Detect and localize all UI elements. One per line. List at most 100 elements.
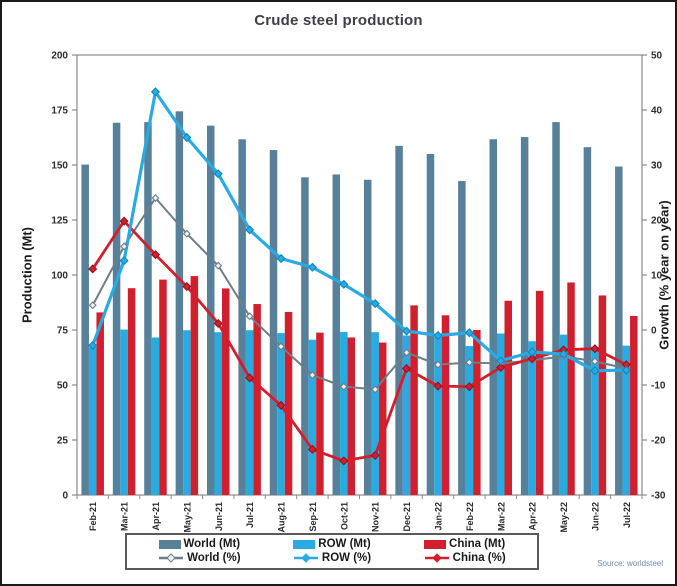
bar-row-mt-feb-22 <box>465 346 474 495</box>
marker-row-nov-21 <box>370 299 380 309</box>
marker-row-apr-21 <box>150 87 161 97</box>
bar-china-mt-mar-22 <box>504 300 512 495</box>
legend-chip-china-mt <box>424 539 447 549</box>
marker-row-apr-22 <box>527 347 537 357</box>
right-tick-label: -20 <box>651 436 666 447</box>
marker-world-aug-21 <box>277 342 286 351</box>
right-tick-label: 30 <box>651 161 663 172</box>
bar-row-mt-nov-21 <box>371 332 379 495</box>
bar-world-mt-mar-22 <box>489 139 497 495</box>
x-tick-label: Feb-21 <box>88 502 98 531</box>
bar-world-mt-feb-21 <box>81 164 89 495</box>
marker-row-mar-22 <box>496 356 506 366</box>
right-tick-label: -30 <box>651 491 666 502</box>
left-axis-title: Production (Mt) <box>19 226 35 324</box>
bar-china-mt-may-22 <box>567 282 575 495</box>
legend-item-world-mt: World (Mt) <box>133 538 266 550</box>
x-tick-label: Jan-22 <box>433 502 443 531</box>
bar-china-mt-aug-21 <box>284 311 293 495</box>
marker-world-nov-21 <box>371 385 380 394</box>
left-tick-label: 0 <box>62 491 68 502</box>
line-world- <box>91 197 627 391</box>
line-row- <box>91 90 627 373</box>
x-tick-label: Dec-21 <box>402 502 412 532</box>
legend-label-world-mt: World (Mt) <box>183 538 241 550</box>
legend-label-china-pct: China (%) <box>452 552 506 564</box>
bar-china-mt-jun-22 <box>598 295 607 495</box>
bar-china-mt-oct-21 <box>347 337 356 495</box>
legend-label-world-pct: World (%) <box>187 552 241 564</box>
x-tick-label: Apr-22 <box>528 502 538 531</box>
x-tick-label: Jul-21 <box>245 502 255 528</box>
bar-row-mt-jun-21 <box>214 332 222 495</box>
bar-china-mt-apr-22 <box>535 290 544 495</box>
bar-row-mt-jun-22 <box>591 346 599 495</box>
bar-row-mt-apr-21 <box>151 337 160 495</box>
marker-china-dec-21 <box>402 363 412 374</box>
bar-row-mt-jul-22 <box>622 345 631 495</box>
legend-label-row-pct: ROW (%) <box>321 552 372 564</box>
bar-china-mt-dec-21 <box>410 305 418 495</box>
bar-row-mt-sep-21 <box>308 339 317 495</box>
x-tick-label: Sep-21 <box>308 502 318 532</box>
right-tick-label: 0 <box>651 326 657 337</box>
legend-chip-world-mt <box>158 539 181 549</box>
marker-world-jul-21 <box>245 312 254 321</box>
left-tick-label: 125 <box>51 216 68 227</box>
legend-chip-row-mt <box>293 539 316 549</box>
right-tick-label: 50 <box>651 51 663 62</box>
right-axis-title: Growth (% year on year) <box>656 200 672 350</box>
marker-row-jun-22 <box>590 366 600 376</box>
left-tick-label: 75 <box>57 326 69 337</box>
bar-world-mt-aug-21 <box>269 150 278 496</box>
marker-china-jun-21 <box>213 318 223 328</box>
legend-item-row-pct: ROW (%) <box>266 552 399 564</box>
bar-world-mt-jun-21 <box>207 125 215 496</box>
x-tick-label: Aug-21 <box>277 502 287 533</box>
bar-world-mt-feb-22 <box>458 181 466 495</box>
bar-world-mt-apr-21 <box>144 122 152 495</box>
legend-item-world-pct: World (%) <box>133 552 266 564</box>
bar-world-mt-jul-22 <box>615 166 623 496</box>
chart-legend: World (Mt) ROW (Mt) China (Mt) World (%)… <box>125 533 539 570</box>
bar-world-mt-may-22 <box>552 122 560 495</box>
right-tick-label: 40 <box>651 106 663 117</box>
left-tick-label: 25 <box>57 436 69 447</box>
left-tick-label: 175 <box>51 106 68 117</box>
x-tick-label: May-22 <box>559 502 569 533</box>
bar-world-mt-jan-22 <box>426 154 435 495</box>
bar-world-mt-may-21 <box>175 111 184 495</box>
marker-world-dec-21 <box>402 348 411 357</box>
x-tick-label: Jun-21 <box>214 502 224 531</box>
bar-china-mt-jun-21 <box>222 288 230 495</box>
marker-row-jun-21 <box>213 169 223 179</box>
chart-title: Crude steel production <box>254 12 423 29</box>
marker-china-oct-21 <box>339 456 349 466</box>
marker-row-mar-21 <box>119 256 129 266</box>
marker-china-apr-21 <box>150 250 161 260</box>
bar-row-mt-mar-21 <box>120 329 128 495</box>
bar-china-mt-apr-21 <box>159 279 167 495</box>
bar-world-mt-sep-21 <box>301 177 309 495</box>
marker-row-jul-21 <box>245 225 255 235</box>
bar-china-mt-may-21 <box>190 276 199 495</box>
marker-china-mar-22 <box>496 362 506 372</box>
marker-china-aug-21 <box>276 400 286 410</box>
line-china- <box>91 219 627 463</box>
bar-china-mt-feb-22 <box>473 330 481 495</box>
marker-world-feb-21 <box>88 301 97 310</box>
legend-item-china-mt: China (Mt) <box>398 538 531 550</box>
legend-line-glyph-world <box>158 553 184 563</box>
marker-china-jun-22 <box>590 344 600 354</box>
marker-world-oct-21 <box>339 382 348 391</box>
right-tick-label: -10 <box>651 381 666 392</box>
bar-world-mt-mar-21 <box>112 122 121 495</box>
x-tick-label: Mar-21 <box>120 502 130 531</box>
x-tick-label: Nov-21 <box>371 502 381 532</box>
source-credit: Source: worldsteel <box>597 559 663 568</box>
marker-world-jun-21 <box>214 261 223 270</box>
legend-label-china-mt: China (Mt) <box>449 538 506 550</box>
bar-world-mt-apr-22 <box>520 137 529 495</box>
x-tick-label: Jun-22 <box>590 502 600 531</box>
